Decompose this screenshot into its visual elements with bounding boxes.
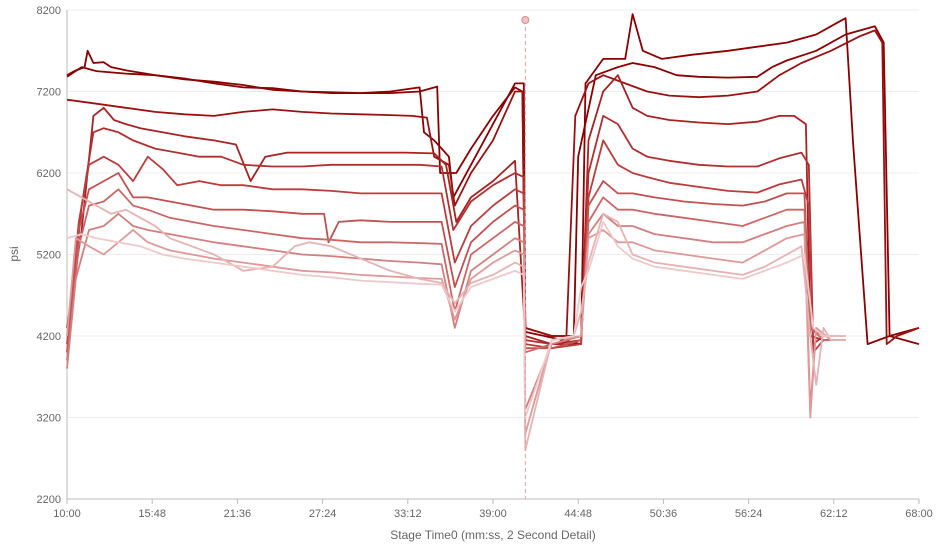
x-tick-label: 21:36	[224, 508, 252, 520]
x-tick-label: 44:48	[564, 508, 592, 520]
series-line-6[interactable]	[66, 139, 846, 354]
y-tick-label: 5200	[37, 250, 61, 262]
series-line-11[interactable]	[66, 188, 846, 451]
x-tick-label: 27:24	[309, 508, 337, 520]
series-line-7[interactable]	[66, 172, 846, 353]
series-line-5[interactable]	[66, 115, 846, 353]
x-tick-label: 15:48	[138, 508, 166, 520]
y-tick-label: 6200	[37, 168, 61, 180]
series-line-12[interactable]	[66, 221, 846, 419]
x-tick-label: 39:00	[479, 508, 507, 520]
series-line-2[interactable]	[66, 25, 920, 337]
y-tick-label: 7200	[37, 87, 61, 99]
y-tick-label: 8200	[37, 5, 61, 17]
tick-labels: 2200 3200 4200 5200 6200 7200 8200 10:00 15:48 21…	[37, 5, 933, 520]
grid-lines	[67, 9, 919, 500]
y-tick-label: 2200	[37, 494, 61, 506]
crosshair	[521, 16, 530, 499]
y-axis-title: psi	[7, 246, 21, 261]
y-tick-label: 3200	[37, 413, 61, 425]
series-line-4[interactable]	[66, 74, 846, 345]
x-tick-label: 33:12	[394, 508, 422, 520]
series-line-10[interactable]	[66, 229, 846, 435]
x-axis-title: Stage Time0 (mm:ss, 2 Second Detail)	[390, 528, 595, 542]
x-tick-label: 56:24	[735, 508, 763, 520]
axes	[66, 10, 920, 504]
x-tick-label: 62:12	[820, 508, 848, 520]
series-line-1[interactable]	[66, 13, 920, 345]
series-line-3[interactable]	[66, 29, 920, 345]
x-tick-label: 10:00	[53, 508, 81, 520]
y-tick-label: 4200	[37, 331, 61, 343]
x-tick-label: 50:36	[650, 508, 678, 520]
crosshair-marker[interactable]	[521, 16, 530, 24]
x-tick-label: 68:00	[905, 508, 933, 520]
series-line-8[interactable]	[66, 188, 846, 361]
series-lines	[66, 13, 920, 451]
